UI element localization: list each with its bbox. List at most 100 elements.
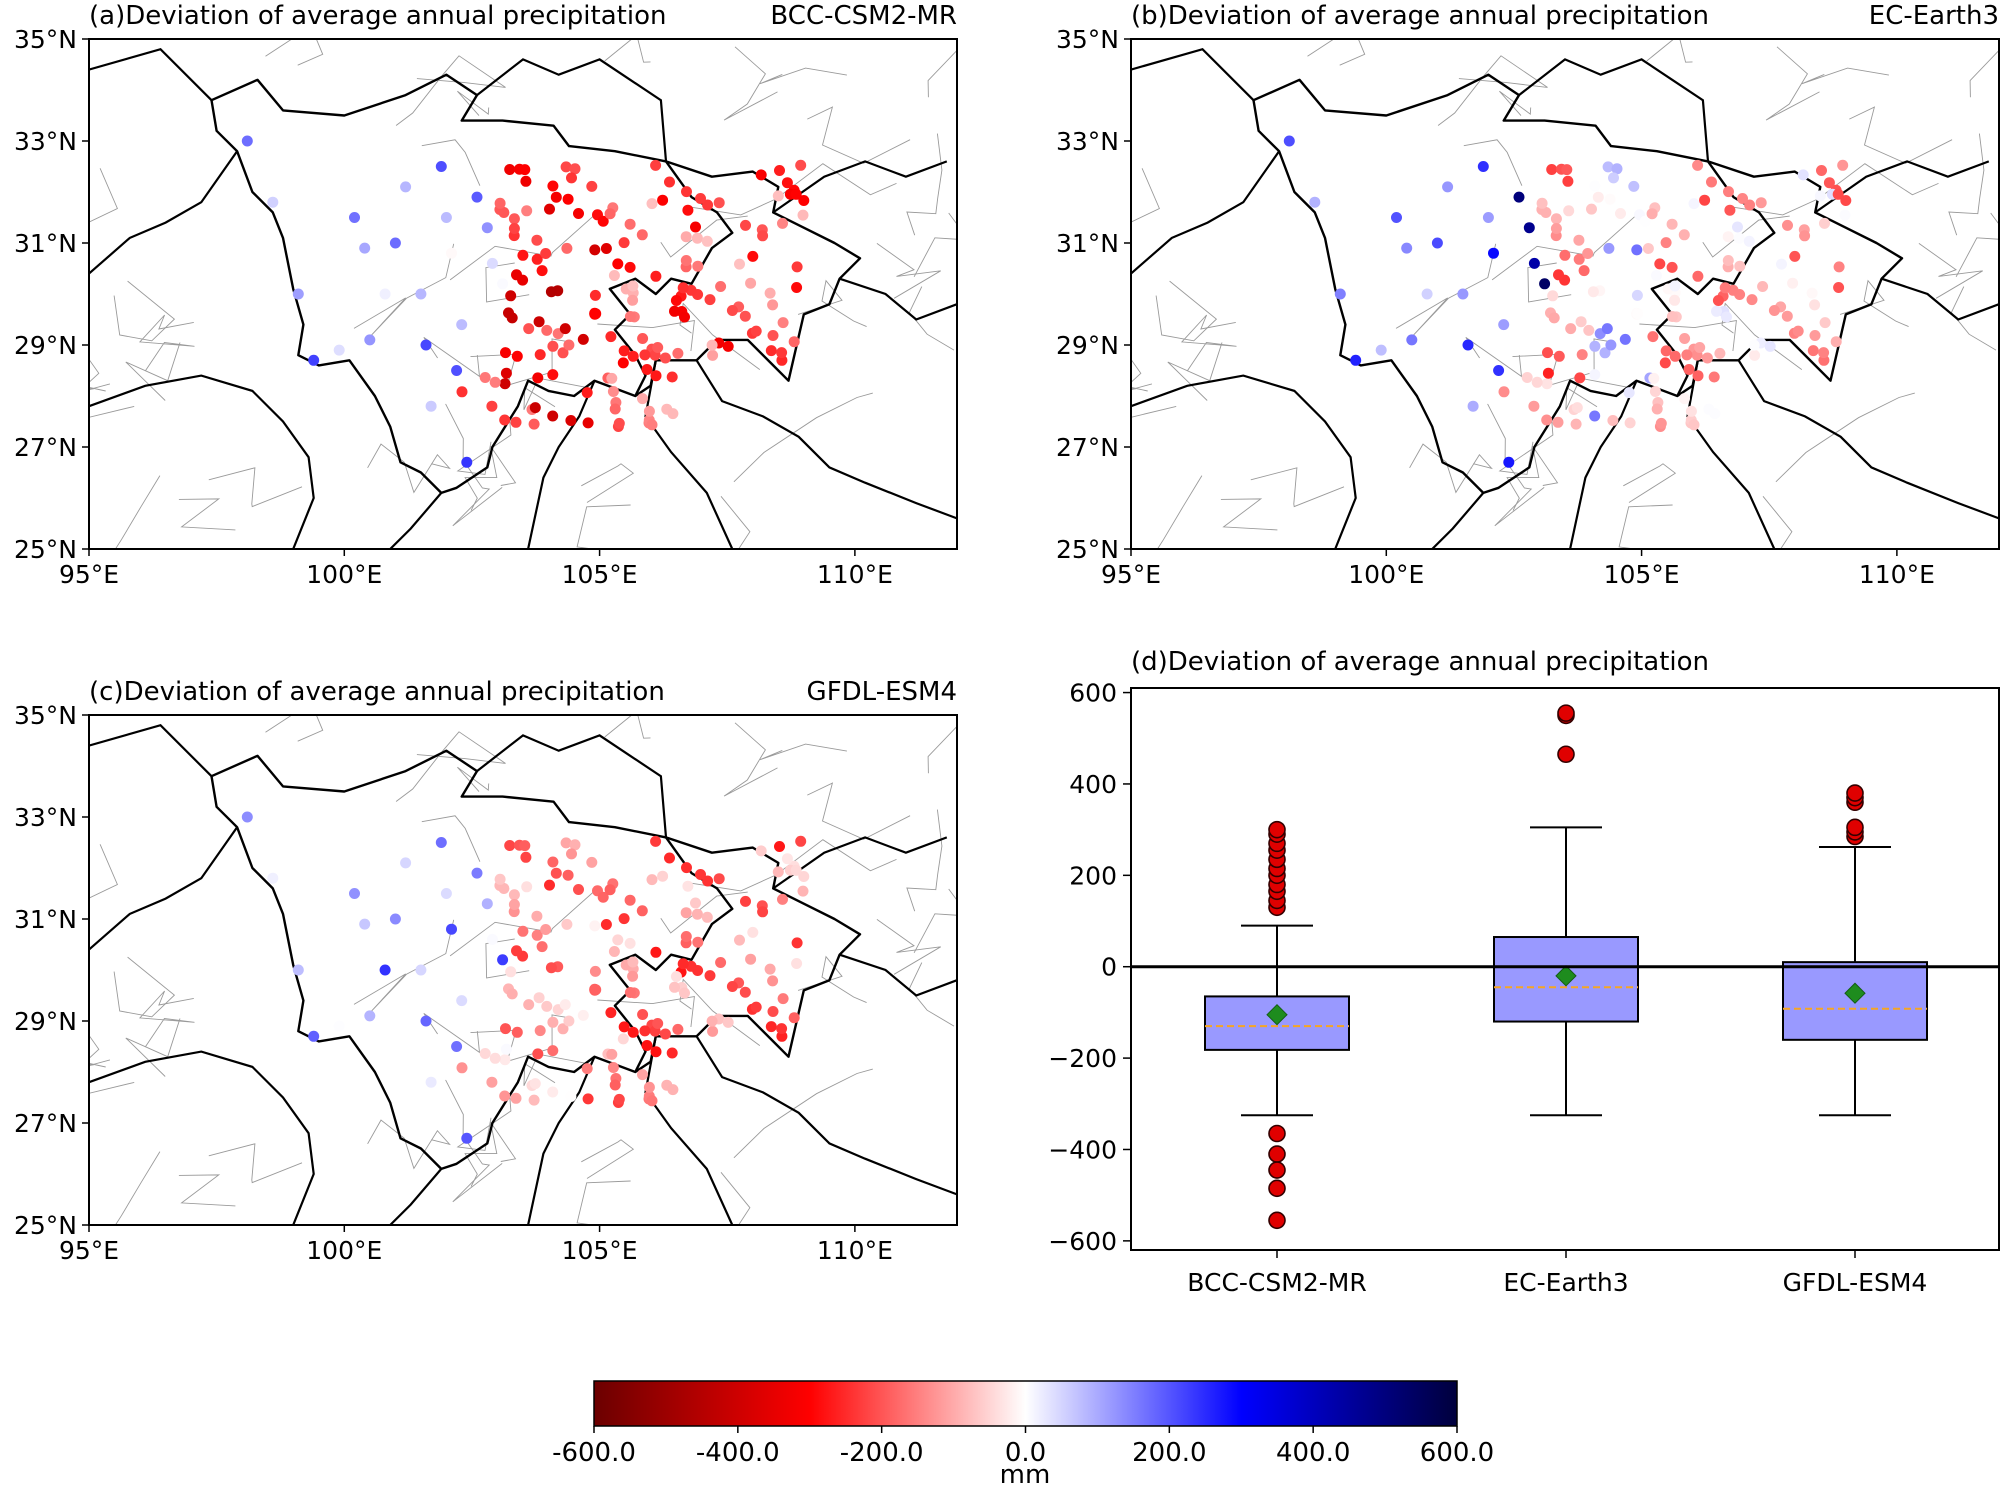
station-point xyxy=(1477,161,1489,172)
station-point xyxy=(1498,319,1510,331)
county-boundary xyxy=(660,215,748,258)
station-point xyxy=(506,312,518,324)
station-point xyxy=(739,310,751,322)
county-boundary xyxy=(660,891,748,934)
county-boundary xyxy=(1131,358,1153,391)
county-boundary xyxy=(138,990,195,1048)
station-point xyxy=(523,999,535,1011)
colorbar-tick-label: 600.0 xyxy=(1420,1438,1494,1468)
station-point xyxy=(500,367,512,379)
station-point xyxy=(690,897,701,909)
station-point xyxy=(672,1023,684,1035)
county-boundary xyxy=(367,1119,451,1170)
station-point xyxy=(456,1062,468,1074)
outlier-point xyxy=(1268,1179,1286,1198)
y-tick-label: −400 xyxy=(1048,1135,1117,1164)
station-point xyxy=(566,848,577,860)
station-point xyxy=(1624,417,1636,429)
colorbar-label: mm xyxy=(1000,1460,1051,1490)
station-point xyxy=(739,986,751,998)
station-point xyxy=(617,357,629,369)
station-point xyxy=(1776,258,1787,270)
station-point xyxy=(494,197,506,209)
station-point xyxy=(1565,323,1577,335)
station-point xyxy=(1401,242,1413,254)
station-point xyxy=(520,175,532,187)
x-tick-label: EC-Earth3 xyxy=(1503,1268,1628,1297)
county-boundary xyxy=(1702,215,1790,258)
county-boundary xyxy=(353,243,455,339)
station-point xyxy=(506,988,518,1000)
county-boundary xyxy=(604,715,651,739)
county-boundary xyxy=(265,39,324,66)
county-boundary xyxy=(395,55,506,126)
chongqing-boundary xyxy=(1650,160,1776,397)
station-point xyxy=(557,347,569,359)
station-point xyxy=(1498,386,1510,398)
station-point xyxy=(559,323,571,335)
station-point xyxy=(722,340,734,352)
y-tick-label: 29°N xyxy=(14,331,77,360)
county-boundary xyxy=(604,39,651,63)
station-point xyxy=(1746,294,1758,306)
station-point xyxy=(471,191,483,203)
station-point xyxy=(1575,316,1587,328)
station-point xyxy=(1562,175,1574,187)
station-point xyxy=(790,864,802,876)
station-point xyxy=(1743,235,1755,247)
station-point xyxy=(641,364,653,375)
y-tick-label: 29°N xyxy=(14,1007,77,1036)
station-point xyxy=(563,339,575,351)
county-boundary xyxy=(367,443,451,494)
station-point xyxy=(670,295,682,306)
county-boundary xyxy=(1167,342,1223,401)
station-point xyxy=(776,1023,788,1035)
station-point xyxy=(505,290,517,302)
station-point xyxy=(606,372,618,384)
station-point xyxy=(573,884,584,895)
chongqing-boundary xyxy=(608,160,734,397)
map-body: 95°E 100°E 105°E 110°E 25°N 27°N 29°N 31°N 33°N 3… xyxy=(14,25,958,589)
station-point xyxy=(1559,249,1571,261)
station-point xyxy=(1589,410,1601,422)
station-point xyxy=(604,208,616,220)
province-boundary xyxy=(389,1168,443,1225)
map-body: 95°E 100°E 105°E 110°E 25°N 27°N 29°N 31°N 33°N 3… xyxy=(14,701,958,1265)
station-point xyxy=(511,350,523,362)
station-point xyxy=(479,372,491,383)
county-boundary xyxy=(1775,392,1915,483)
station-point xyxy=(670,971,682,982)
station-point xyxy=(1611,163,1623,175)
station-point xyxy=(349,888,360,899)
station-point xyxy=(569,839,581,851)
station-point xyxy=(1482,212,1494,223)
station-point xyxy=(777,217,788,229)
station-point xyxy=(1669,294,1681,306)
map-frame xyxy=(1130,38,2000,550)
station-point xyxy=(420,1015,432,1027)
station-point xyxy=(1768,305,1780,316)
county-boundary xyxy=(797,279,867,328)
station-point xyxy=(517,925,529,937)
station-point xyxy=(519,164,531,176)
station-point xyxy=(1574,372,1586,384)
station-point xyxy=(776,354,788,366)
station-point xyxy=(1649,386,1661,397)
outlier-point xyxy=(1557,745,1575,764)
x-tick-label: 100°E xyxy=(306,1236,382,1265)
county-boundary xyxy=(125,1018,181,1077)
station-point xyxy=(618,237,630,249)
station-point xyxy=(681,186,692,198)
station-point xyxy=(740,219,751,231)
map-panel-a: (a)Deviation of average annual precipita… xyxy=(14,1,958,589)
station-point xyxy=(1814,190,1826,202)
station-point xyxy=(643,1081,655,1093)
station-point xyxy=(788,336,800,348)
station-point xyxy=(1679,333,1691,344)
station-point xyxy=(560,161,572,173)
station-point xyxy=(781,177,793,189)
county-boundary xyxy=(178,498,236,531)
station-point xyxy=(1666,218,1678,230)
county-boundary xyxy=(723,722,778,797)
station-point xyxy=(511,1026,523,1038)
